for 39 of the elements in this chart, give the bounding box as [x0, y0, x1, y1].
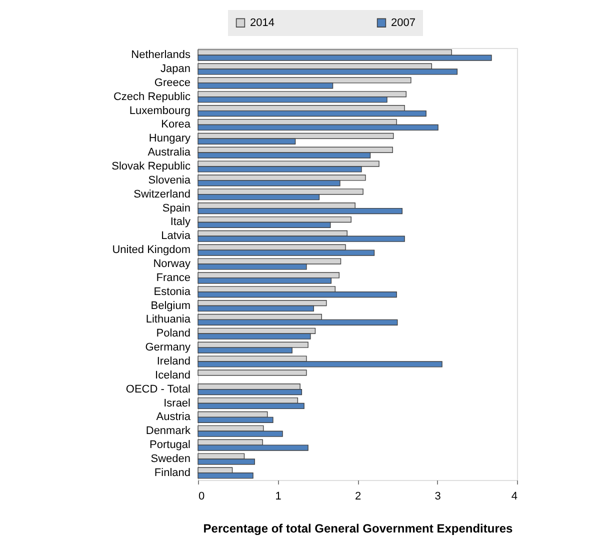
y-tick-label: Ireland — [156, 355, 190, 368]
y-tick-label: Iceland — [155, 369, 190, 382]
y-tick-label: Italy — [170, 216, 191, 228]
y-tick-label: Germany — [145, 342, 191, 354]
y-tick-label: Greece — [154, 76, 190, 89]
y-tick-label: Denmark — [146, 425, 191, 438]
y-tick-label: Hungary — [148, 132, 191, 145]
y-tick-label: Slovak Republic — [112, 160, 191, 173]
y-tick-label: Belgium — [150, 300, 190, 312]
y-tick-label: Australia — [148, 146, 192, 159]
y-tick-label: Latvia — [161, 230, 192, 242]
y-tick-label: Austria — [156, 411, 192, 424]
y-tick-label: United Kingdom — [112, 244, 190, 256]
y-tick-label: Lithuania — [146, 314, 192, 326]
y-tick-label: OECD - Total — [126, 383, 190, 396]
legend-label: 2014 — [250, 16, 274, 29]
y-tick-label: Poland — [156, 328, 190, 340]
y-tick-label: Finland — [154, 466, 190, 479]
legend-label: 2007 — [391, 16, 416, 29]
y-tick-label: Slovenia — [148, 174, 192, 186]
y-tick-label: Japan — [160, 63, 190, 76]
y-tick-label: Israel — [164, 397, 190, 410]
y-tick-label: Sweden — [150, 452, 190, 465]
x-tick-label: 1 — [275, 490, 282, 502]
y-tick-label: Korea — [161, 118, 192, 131]
y-tick-label: Luxembourg — [129, 104, 190, 117]
y-tick-label: Switzerland — [134, 188, 190, 200]
y-tick-label: Netherlands — [131, 49, 191, 62]
y-tick-label: Estonia — [154, 286, 192, 298]
x-tick-label: 3 — [434, 490, 441, 502]
x-axis-title: Percentage of total General Government Expenditures — [203, 522, 514, 536]
x-tick-label: 4 — [511, 490, 518, 502]
y-tick-label: Norway — [153, 258, 191, 270]
y-tick-label: France — [156, 272, 190, 284]
y-tick-label: Portugal — [150, 439, 190, 452]
y-tick-label: Czech Republic — [113, 90, 191, 103]
x-tick-label: 2 — [354, 490, 362, 502]
y-tick-label: Spain — [162, 202, 190, 214]
x-tick-label: 0 — [198, 490, 205, 502]
